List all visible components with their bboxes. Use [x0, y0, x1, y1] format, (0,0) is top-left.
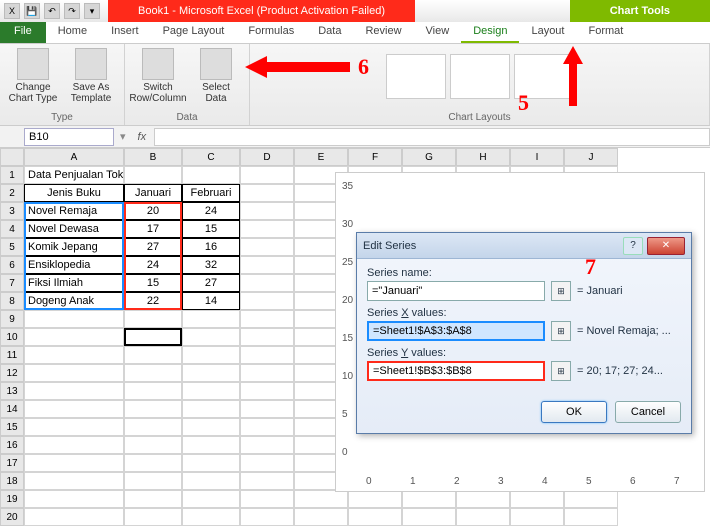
annotation-arrow-5 — [563, 46, 583, 113]
annotation-7: 7 — [585, 254, 596, 280]
series-x-input[interactable] — [367, 321, 545, 341]
tab-formulas[interactable]: Formulas — [236, 22, 306, 43]
annotation-6: 6 — [358, 54, 369, 80]
range-picker-icon[interactable]: ⊞ — [551, 361, 571, 381]
window-title: Book1 - Microsoft Excel (Product Activat… — [108, 0, 415, 22]
series-y-label: Series Y values: — [367, 347, 681, 359]
excel-icon[interactable]: X — [4, 3, 20, 19]
dialog-title: Edit Series — [363, 240, 416, 252]
ribbon-tabs: File Home Insert Page Layout Formulas Da… — [0, 22, 710, 44]
series-name-label: Series name: — [367, 267, 681, 279]
change-chart-type-button[interactable]: Change Chart Type — [8, 48, 58, 104]
range-picker-icon[interactable]: ⊞ — [551, 281, 571, 301]
tab-page-layout[interactable]: Page Layout — [151, 22, 237, 43]
annotation-arrow-6 — [245, 52, 355, 87]
dialog-close-button[interactable]: ✕ — [647, 237, 685, 255]
range-picker-icon[interactable]: ⊞ — [551, 321, 571, 341]
switch-row-column-button[interactable]: Switch Row/Column — [133, 48, 183, 104]
name-box[interactable]: B10 — [24, 128, 114, 146]
group-type-label: Type — [51, 110, 73, 125]
undo-icon[interactable]: ↶ — [44, 3, 60, 19]
tab-format[interactable]: Format — [576, 22, 635, 43]
series-name-preview: = Januari — [577, 285, 623, 297]
group-chart-layouts-label: Chart Layouts — [448, 110, 510, 125]
redo-icon[interactable]: ↷ — [64, 3, 80, 19]
series-name-input[interactable] — [367, 281, 545, 301]
save-icon[interactable]: 💾 — [24, 3, 40, 19]
group-data-label: Data — [176, 110, 197, 125]
tab-insert[interactable]: Insert — [99, 22, 151, 43]
series-y-preview: = 20; 17; 27; 24... — [577, 365, 663, 377]
title-bar: X 💾 ↶ ↷ ▾ Book1 - Microsoft Excel (Produ… — [0, 0, 710, 22]
series-x-label: Series X values: — [367, 307, 681, 319]
series-x-preview: = Novel Remaja; ... — [577, 325, 671, 337]
qat-dropdown-icon[interactable]: ▾ — [84, 3, 100, 19]
save-as-template-button[interactable]: Save As Template — [66, 48, 116, 104]
tab-home[interactable]: Home — [46, 22, 99, 43]
select-data-button[interactable]: Select Data — [191, 48, 241, 104]
annotation-5: 5 — [518, 90, 529, 116]
tab-data[interactable]: Data — [306, 22, 353, 43]
tab-design[interactable]: Design — [461, 22, 519, 43]
edit-series-dialog: Edit Series ? ✕ Series name: ⊞ = Januari… — [356, 232, 692, 434]
tab-review[interactable]: Review — [353, 22, 413, 43]
chart-layout-thumb[interactable] — [450, 54, 510, 99]
chart-layout-thumb[interactable] — [386, 54, 446, 99]
formula-bar-row: B10 ▾ fx — [0, 126, 710, 148]
series-y-input[interactable] — [367, 361, 545, 381]
tab-layout[interactable]: Layout — [519, 22, 576, 43]
formula-bar[interactable] — [154, 128, 710, 146]
tab-view[interactable]: View — [414, 22, 462, 43]
chart-tools-title: Chart Tools — [570, 0, 710, 22]
cancel-button[interactable]: Cancel — [615, 401, 681, 423]
dialog-help-button[interactable]: ? — [623, 237, 643, 255]
ribbon: Change Chart Type Save As Template Type … — [0, 44, 710, 126]
fx-icon[interactable]: fx — [132, 131, 153, 143]
tab-file[interactable]: File — [0, 22, 46, 43]
ok-button[interactable]: OK — [541, 401, 607, 423]
quick-access-toolbar: X 💾 ↶ ↷ ▾ — [0, 3, 104, 19]
